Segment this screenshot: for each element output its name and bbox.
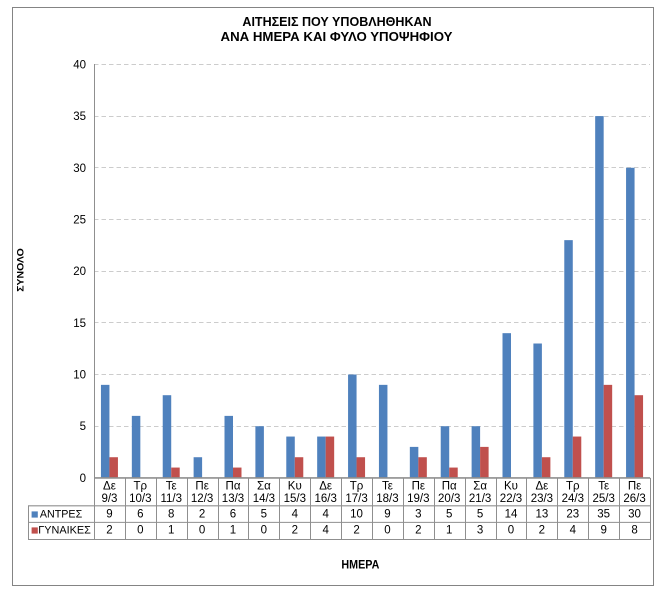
svg-text:0: 0 [261,525,267,537]
svg-text:2: 2 [199,508,205,520]
svg-text:Σα: Σα [257,481,271,493]
svg-text:11/3: 11/3 [160,493,182,505]
svg-text:Πα: Πα [226,481,241,493]
svg-text:3: 3 [415,508,421,520]
svg-text:Τρ: Τρ [134,481,148,493]
svg-text:9: 9 [106,508,112,520]
svg-text:Κυ: Κυ [288,481,302,493]
svg-text:14/3: 14/3 [253,493,275,505]
svg-text:1: 1 [168,525,174,537]
svg-text:13/3: 13/3 [222,493,244,505]
svg-text:24/3: 24/3 [562,493,584,505]
svg-text:4: 4 [322,525,329,537]
svg-text:0: 0 [137,525,143,537]
svg-text:Τρ: Τρ [350,481,364,493]
svg-text:Πα: Πα [442,481,457,493]
svg-text:21/3: 21/3 [469,493,491,505]
svg-text:Πε: Πε [628,481,641,493]
svg-text:23/3: 23/3 [531,493,553,505]
svg-text:2: 2 [539,525,545,537]
svg-text:Τρ: Τρ [566,481,580,493]
svg-text:23: 23 [566,508,579,520]
svg-text:40: 40 [73,59,86,71]
svg-text:20/3: 20/3 [438,493,460,505]
svg-text:ΑΝΤΡΕΣ: ΑΝΤΡΕΣ [40,508,82,520]
svg-text:2: 2 [292,525,298,537]
svg-text:4: 4 [322,508,329,520]
svg-text:0: 0 [384,525,390,537]
svg-text:30: 30 [628,508,641,520]
svg-text:Σα: Σα [473,481,487,493]
svg-text:Τε: Τε [382,481,393,493]
svg-text:10/3: 10/3 [129,493,151,505]
svg-text:9/3: 9/3 [101,493,117,505]
svg-text:10: 10 [73,370,86,382]
svg-text:6: 6 [230,508,236,520]
svg-text:1: 1 [446,525,452,537]
svg-text:Δε: Δε [319,481,332,493]
svg-text:15/3: 15/3 [284,493,306,505]
svg-text:17/3: 17/3 [345,493,367,505]
svg-text:ΓΥΝΑΙΚΕΣ: ΓΥΝΑΙΚΕΣ [38,525,91,537]
svg-text:2: 2 [106,525,112,537]
svg-text:ΗΜΕΡΑ: ΗΜΕΡΑ [341,560,379,572]
svg-text:6: 6 [137,508,143,520]
svg-text:5: 5 [261,508,267,520]
svg-text:16/3: 16/3 [314,493,336,505]
svg-text:25: 25 [73,214,86,226]
svg-text:Τε: Τε [166,481,177,493]
svg-text:30: 30 [73,163,86,175]
svg-text:Δε: Δε [535,481,548,493]
svg-text:15: 15 [73,318,86,330]
svg-text:8: 8 [631,525,637,537]
svg-text:Κυ: Κυ [504,481,518,493]
svg-text:19/3: 19/3 [407,493,429,505]
svg-text:Πε: Πε [412,481,425,493]
svg-text:ΣΥΝΟΛΟ: ΣΥΝΟΛΟ [16,248,27,292]
svg-text:12/3: 12/3 [191,493,213,505]
svg-text:5: 5 [477,508,483,520]
svg-text:9: 9 [384,508,390,520]
svg-text:ΑΝΑ ΗΜΕΡΑ ΚΑΙ ΦΥΛΟ ΥΠΟΨΗΦΙΟΥ: ΑΝΑ ΗΜΕΡΑ ΚΑΙ ΦΥΛΟ ΥΠΟΨΗΦΙΟΥ [221,29,453,44]
svg-text:20: 20 [73,266,86,278]
svg-text:14: 14 [505,508,518,520]
svg-text:0: 0 [508,525,514,537]
svg-text:35: 35 [73,111,86,123]
svg-text:4: 4 [292,508,299,520]
svg-text:5: 5 [80,421,86,433]
svg-text:9: 9 [600,525,606,537]
svg-text:0: 0 [80,473,86,485]
svg-text:4: 4 [570,525,577,537]
svg-text:25/3: 25/3 [592,493,614,505]
svg-text:22/3: 22/3 [500,493,522,505]
svg-text:3: 3 [477,525,483,537]
svg-text:18/3: 18/3 [376,493,398,505]
svg-text:ΑΙΤΗΣΕΙΣ ΠΟΥ ΥΠΟΒΛΗΘΗΚΑΝ: ΑΙΤΗΣΕΙΣ ΠΟΥ ΥΠΟΒΛΗΘΗΚΑΝ [242,14,431,29]
svg-text:5: 5 [446,508,452,520]
svg-text:13: 13 [535,508,548,520]
svg-text:Δε: Δε [103,481,116,493]
svg-text:8: 8 [168,508,174,520]
svg-text:10: 10 [350,508,363,520]
svg-text:2: 2 [353,525,359,537]
svg-text:35: 35 [597,508,610,520]
svg-text:1: 1 [230,525,236,537]
svg-text:Τε: Τε [598,481,609,493]
svg-text:0: 0 [199,525,205,537]
svg-text:26/3: 26/3 [623,493,645,505]
svg-text:Πε: Πε [195,481,208,493]
svg-text:2: 2 [415,525,421,537]
